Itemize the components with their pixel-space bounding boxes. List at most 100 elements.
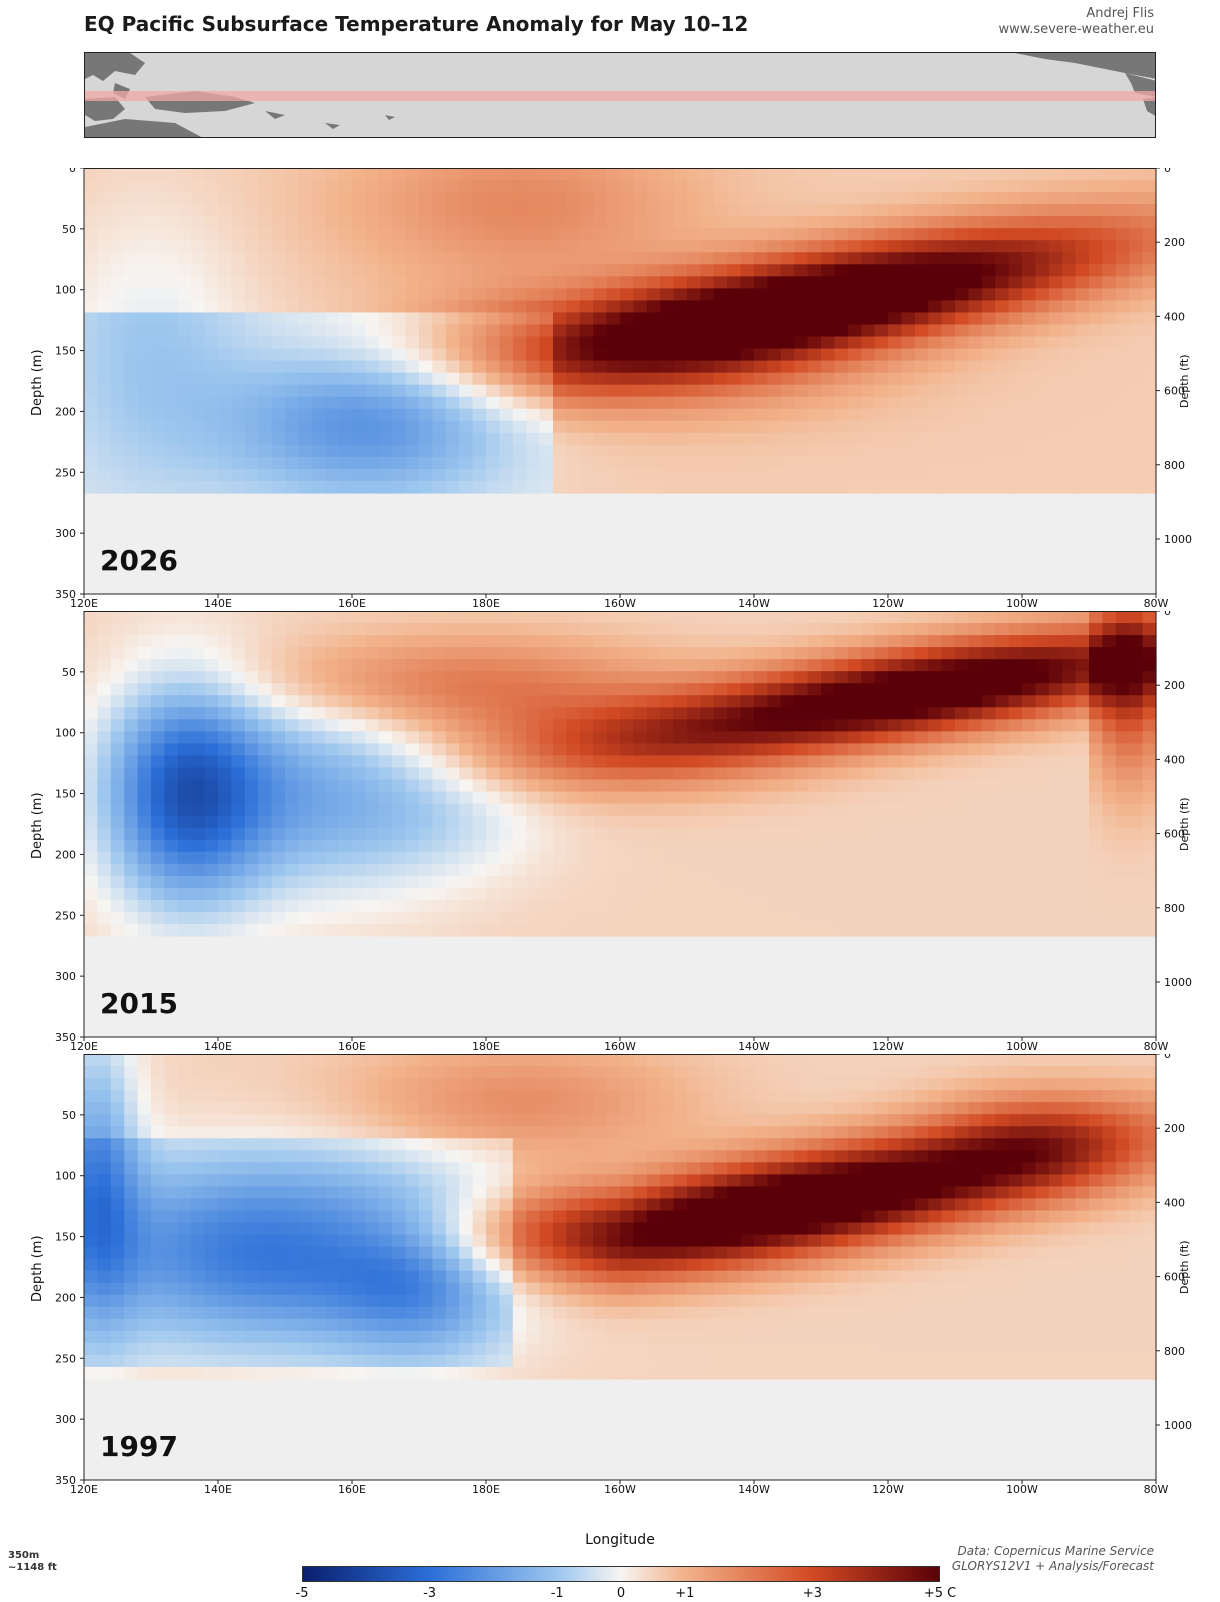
heatmap-cell — [205, 1367, 219, 1380]
heatmap-cell — [191, 1331, 205, 1344]
heatmap-cell — [888, 445, 902, 458]
heatmap-cell — [218, 1235, 232, 1248]
heatmap-cell — [1009, 755, 1023, 768]
heatmap-cell — [151, 228, 165, 241]
heatmap-cell — [272, 1090, 286, 1103]
heatmap-cell — [620, 228, 634, 241]
heatmap-cell — [285, 264, 299, 277]
heatmap-cell — [995, 695, 1009, 708]
heatmap-cell — [526, 216, 540, 229]
heatmap-cell — [848, 804, 862, 817]
heatmap-cell — [928, 324, 942, 337]
heatmap-cell — [580, 611, 594, 624]
heatmap-cell — [151, 1210, 165, 1223]
heatmap-cell — [1102, 816, 1116, 829]
heatmap-cell — [1129, 611, 1143, 624]
heatmap-cell — [138, 1150, 152, 1163]
heatmap-cell — [794, 312, 808, 325]
heatmap-cell — [848, 683, 862, 696]
heatmap-cell — [633, 804, 647, 817]
heatmap-cell — [84, 1114, 98, 1127]
heatmap-cell — [97, 1259, 111, 1272]
heatmap-cell — [526, 671, 540, 684]
heatmap-cell — [245, 373, 259, 386]
heatmap-cell — [754, 828, 768, 841]
heatmap-cell — [848, 469, 862, 482]
heatmap-cell — [888, 695, 902, 708]
heatmap-cell — [245, 1090, 259, 1103]
heatmap-cell — [339, 924, 353, 937]
heatmap-cell — [97, 216, 111, 229]
heatmap-cell — [968, 385, 982, 398]
heatmap-cell — [164, 924, 178, 937]
heatmap-cell — [352, 1150, 366, 1163]
heatmap-cell — [1143, 288, 1157, 301]
heatmap-cell — [138, 481, 152, 494]
heatmap-cell — [1129, 828, 1143, 841]
heatmap-cell — [473, 767, 487, 780]
heatmap-cell — [580, 361, 594, 374]
heatmap-cell — [432, 192, 446, 205]
heatmap-cell — [955, 623, 969, 636]
heatmap-cell — [821, 204, 835, 217]
heatmap-cell — [566, 659, 580, 672]
heatmap-cell — [1035, 180, 1049, 193]
heatmap-cell — [111, 168, 125, 181]
heatmap-cell — [365, 888, 379, 901]
heatmap-cell — [1049, 804, 1063, 817]
heatmap-cell — [379, 469, 393, 482]
heatmap-cell — [1062, 647, 1076, 660]
heatmap-cell — [84, 300, 98, 313]
heatmap-cell — [741, 912, 755, 925]
heatmap-cell — [258, 168, 272, 181]
heatmap-cell — [164, 707, 178, 720]
heatmap-cell — [473, 840, 487, 853]
heatmap-cell — [339, 816, 353, 829]
heatmap-cell — [312, 623, 326, 636]
heatmap-cell — [808, 864, 822, 877]
heatmap-cell — [111, 792, 125, 805]
heatmap-cell — [245, 469, 259, 482]
heatmap-cell — [687, 924, 701, 937]
heatmap-cell — [580, 780, 594, 793]
heatmap-cell — [245, 876, 259, 889]
heatmap-cell — [1009, 361, 1023, 374]
heatmap-cell — [982, 445, 996, 458]
heatmap-cell — [205, 719, 219, 732]
heatmap-cell — [834, 659, 848, 672]
heatmap-cell — [164, 240, 178, 253]
heatmap-cell — [1089, 635, 1103, 648]
heatmap-cell — [607, 924, 621, 937]
heatmap-cell — [607, 433, 621, 446]
heatmap-cell — [687, 180, 701, 193]
heatmap-cell — [325, 324, 339, 337]
heatmap-cell — [352, 755, 366, 768]
heatmap-cell — [700, 852, 714, 865]
heatmap-cell — [379, 707, 393, 720]
heatmap-cell — [1009, 780, 1023, 793]
heatmap-cell — [231, 792, 245, 805]
heatmap-cell — [700, 719, 714, 732]
heatmap-cell — [473, 324, 487, 337]
heatmap-cell — [674, 876, 688, 889]
heatmap-cell — [580, 840, 594, 853]
heatmap-cell — [767, 623, 781, 636]
heatmap-cell — [218, 767, 232, 780]
heatmap-cell — [1035, 192, 1049, 205]
heatmap-cell — [191, 1186, 205, 1199]
heatmap-cell — [312, 1319, 326, 1332]
heatmap-cell — [794, 852, 808, 865]
heatmap-cell — [1102, 204, 1116, 217]
heatmap-cell — [968, 864, 982, 877]
heatmap-cell — [258, 361, 272, 374]
heatmap-cell — [901, 481, 915, 494]
heatmap-cell — [124, 192, 138, 205]
heatmap-cell — [473, 719, 487, 732]
heatmap-cell — [928, 457, 942, 470]
heatmap-cell — [955, 647, 969, 660]
heatmap-cell — [473, 912, 487, 925]
heatmap-cell — [97, 409, 111, 422]
heatmap-cell — [84, 828, 98, 841]
heatmap-cell — [231, 647, 245, 660]
heatmap-cell — [955, 840, 969, 853]
